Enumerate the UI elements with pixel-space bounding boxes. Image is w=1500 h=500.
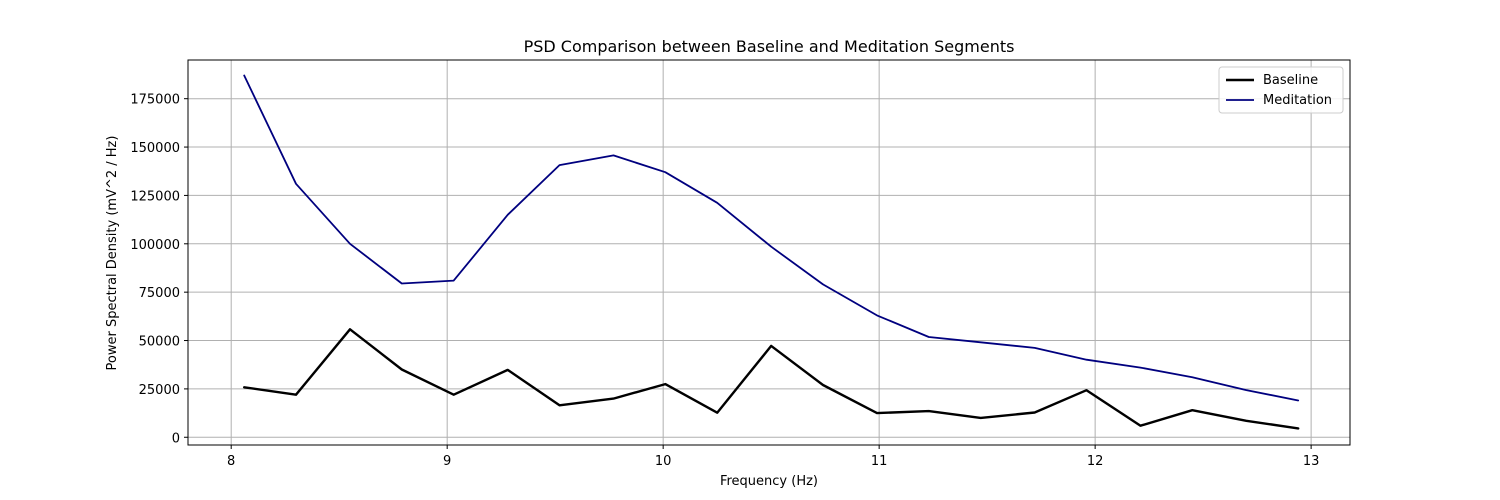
plot-frame	[187, 59, 1351, 446]
x-tick-label: 9	[443, 454, 451, 469]
legend: Baseline Meditation	[1218, 66, 1344, 114]
axis-ticks: 8 9 10 11 12 13 0 25000 50000 75000 100000 125000 15…	[130, 93, 1319, 469]
legend-label-baseline: Baseline	[1263, 73, 1318, 88]
y-axis-label: Power Spectral Density (mV^2 / Hz)	[105, 136, 120, 371]
series-line-baseline	[242, 328, 1300, 430]
y-tick-label: 150000	[130, 141, 180, 156]
x-tick-label: 13	[1303, 454, 1320, 469]
series-line-meditation	[243, 74, 1300, 402]
x-tick-label: 8	[227, 454, 235, 469]
y-tick-label: 175000	[130, 93, 180, 108]
x-tick-label: 10	[655, 454, 672, 469]
y-tick-label: 100000	[130, 238, 180, 253]
y-tick-label: 125000	[130, 189, 180, 204]
x-axis-label: Frequency (Hz)	[720, 474, 818, 489]
legend-label-meditation: Meditation	[1263, 93, 1332, 108]
y-tick-label: 25000	[139, 383, 180, 398]
x-tick-label: 12	[1087, 454, 1104, 469]
y-tick-label: 50000	[139, 335, 180, 350]
y-tick-label: 75000	[139, 286, 180, 301]
legend-box	[1218, 66, 1344, 114]
y-tick-label: 0	[172, 431, 180, 446]
chart-title: PSD Comparison between Baseline and Medi…	[524, 37, 1015, 56]
series-lines	[242, 74, 1300, 430]
x-tick-label: 11	[871, 454, 888, 469]
